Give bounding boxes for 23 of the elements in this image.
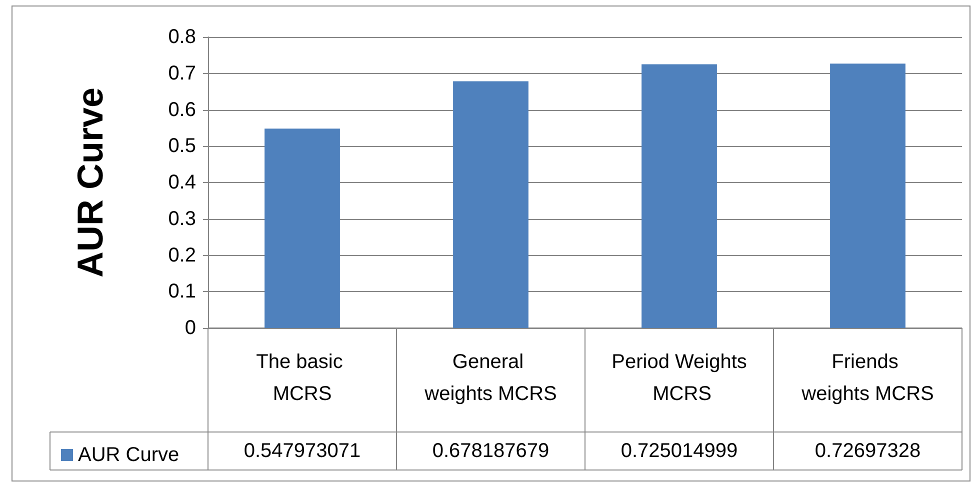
x-tick-label: The basic MCRS (256, 351, 348, 405)
data-label: 0.678187679 (432, 440, 550, 462)
legend-label: AUR Curve (78, 444, 180, 466)
data-label: 0.725014999 (620, 440, 738, 462)
x-tick-label: Period Weights MCRS (612, 351, 747, 405)
bar (642, 64, 717, 328)
y-tick-label: 0 (184, 317, 196, 339)
y-tick-label: 0.1 (168, 280, 196, 303)
y-tick-label: 0.6 (168, 98, 196, 121)
y-tick-label: 0.7 (168, 62, 196, 84)
y-tick-label: 0.5 (168, 135, 196, 158)
bar (264, 128, 340, 328)
bar (453, 81, 528, 328)
y-tick-label: 0.4 (168, 172, 196, 194)
y-axis-title: AUR Curve (70, 87, 110, 278)
y-tick-label: 0.2 (168, 244, 196, 266)
y-tick-label: 0.8 (168, 26, 196, 48)
y-tick-label: 0.3 (168, 208, 196, 230)
x-tick-label: Friends weights MCRS (800, 351, 934, 405)
x-tick-label: General weights MCRS (424, 351, 557, 405)
data-label: 0.547973071 (244, 440, 361, 462)
bar (830, 64, 906, 328)
data-label: 0.72697328 (814, 440, 921, 462)
